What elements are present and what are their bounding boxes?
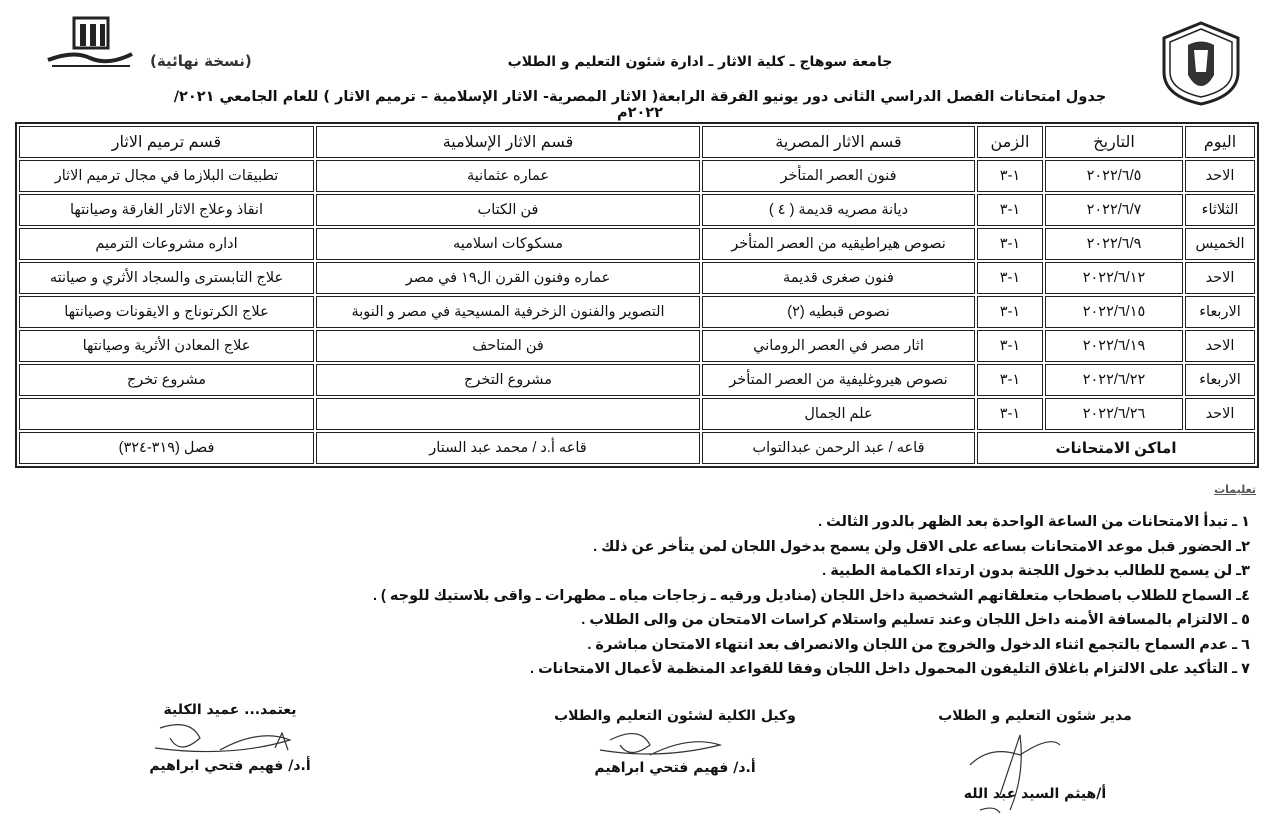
table-row: الاربعاء ٢٠٢٢/٦/٢٢ ١-٣ نصوص هيروغليفية من ا… [19, 364, 1255, 396]
cell-day: الاحد [1185, 160, 1255, 192]
signature-title: مدير شئون التعليم و الطلاب [938, 708, 1132, 724]
cell-egyptian-course: نصوص هيروغليفية من العصر المتأخر [702, 364, 975, 396]
cell-day: الاربعاء [1185, 364, 1255, 396]
cell-time: ١-٣ [977, 398, 1043, 430]
institution-header: جامعة سوهاج ـ كلية الاثار ـ ادارة شئون ا… [507, 54, 893, 70]
cell-restoration-course: علاج الكرتوناج و الايقونات وصيانتها [19, 296, 314, 328]
cell-egyptian-course: ديانة مصريه قديمة ( ٤ ) [702, 194, 975, 226]
final-version-label: (نسخة نهائية) [150, 52, 252, 70]
exam-schedule-table: اليوم التاريخ الزمن قسم الاثار المصرية ق… [15, 122, 1259, 468]
instruction-item: ٣ـ لن يسمح للطالب بدخول اللجنة بدون ارتد… [822, 563, 1250, 579]
cell-restoration-course: علاج المعادن الأثرية وصيانتها [19, 330, 314, 362]
cell-restoration-course: مشروع تخرج [19, 364, 314, 396]
cell-islamic-course: فن الكتاب [316, 194, 700, 226]
table-row: الخميس ٢٠٢٢/٦/٩ ١-٣ نصوص هيراطيقيه من العصر… [19, 228, 1255, 260]
cell-time: ١-٣ [977, 228, 1043, 260]
cell-time: ١-٣ [977, 330, 1043, 362]
cell-day: الاحد [1185, 330, 1255, 362]
table-row: الاحد ٢٠٢٢/٦/١٩ ١-٣ اثار مصر في العصر الروم… [19, 330, 1255, 362]
table-row: الاحد ٢٠٢٢/٦/٢٦ ١-٣ علم الجمال [19, 398, 1255, 430]
cell-islamic-course: مسكوكات اسلاميه [316, 228, 700, 260]
instruction-item: ٢ـ الحضور قبل موعد الامتحانات بساعه على … [593, 538, 1250, 555]
signature-title: وكيل الكلية لشئون التعليم والطلاب [554, 708, 796, 724]
table-row: الاحد ٢٠٢٢/٦/١٢ ١-٣ فنون صغرى قديمة عماره وف… [19, 262, 1255, 294]
cell-restoration-course: انقاذ وعلاج الاثار الغارقة وصيانتها [19, 194, 314, 226]
handwritten-signature-3 [154, 724, 292, 753]
instructions-list: ١ ـ تبدأ الامتحانات من الساعة الواحدة بع… [316, 510, 1256, 682]
instructions-section: تعليمات ١ ـ تبدأ الامتحانات من الساعة ال… [316, 483, 1256, 682]
cell-egyptian-course: نصوص هيراطيقيه من العصر المتأخر [702, 228, 975, 260]
location-islamic: قاعه أ.د / محمد عبد الستار [316, 432, 700, 464]
header-date: التاريخ [1045, 126, 1183, 158]
cell-day: الاحد [1185, 398, 1255, 430]
location-egyptian: قاعه / عبد الرحمن عبدالتواب [702, 432, 975, 464]
header-egyptian: قسم الاثار المصرية [702, 126, 975, 158]
cell-day: الاحد [1185, 262, 1255, 294]
cell-restoration-course [19, 398, 314, 430]
signature-block-vice-dean: وكيل الكلية لشئون التعليم والطلاب أ.د/ ف… [540, 708, 810, 776]
instruction-item: ١ ـ تبدأ الامتحانات من الساعة الواحدة بع… [818, 514, 1250, 530]
cell-islamic-course: عماره وفنون القرن ال١٩ في مصر [316, 262, 700, 294]
cell-egyptian-course: فنون العصر المتأخر [702, 160, 975, 192]
header-time: الزمن [977, 126, 1043, 158]
cell-date: ٢٠٢٢/٦/١٢ [1045, 262, 1183, 294]
cell-islamic-course [316, 398, 700, 430]
schedule-title: جدول امتحانات الفصل الدراسي الثانى دور ي… [173, 89, 1107, 121]
cell-date: ٢٠٢٢/٦/٥ [1045, 160, 1183, 192]
cell-restoration-course: علاج التابسترى والسجاد الأثري و صيانته [19, 262, 314, 294]
signature-title: يعتمد... عميد الكلية [163, 702, 297, 718]
cell-restoration-course: تطبيقات البلازما في مجال ترميم الاثار [19, 160, 314, 192]
faculty-logo [47, 16, 133, 67]
handwritten-signature-1 [969, 734, 1061, 814]
cell-islamic-course: التصوير والفنون الزخرفية المسيحية في مصر… [316, 296, 700, 328]
cell-islamic-course: فن المتاحف [316, 330, 700, 362]
cell-egyptian-course: اثار مصر في العصر الروماني [702, 330, 975, 362]
cell-egyptian-course: فنون صغرى قديمة [702, 262, 975, 294]
cell-date: ٢٠٢٢/٦/١٥ [1045, 296, 1183, 328]
cell-time: ١-٣ [977, 160, 1043, 192]
locations-row: اماكن الامتحانات قاعه / عبد الرحمن عبدال… [19, 432, 1255, 464]
cell-egyptian-course: نصوص قبطيه (٢) [702, 296, 975, 328]
instruction-item: ٦ ـ عدم السماح بالتجمع اثناء الدخول والخ… [587, 636, 1250, 653]
university-seal-logo [1162, 21, 1240, 106]
instructions-title: تعليمات [1214, 484, 1256, 496]
instruction-item: ٤ـ السماح للطلاب باصطحاب متعلقاتهم الشخص… [372, 587, 1250, 604]
cell-egyptian-course: علم الجمال [702, 398, 975, 430]
signature-block-affairs-manager: مدير شئون التعليم و الطلاب أ/هيثم السيد … [925, 708, 1145, 802]
signature-name: أ.د/ فهيم فتحي ابراهيم [594, 760, 756, 776]
handwritten-signature-2 [599, 733, 723, 756]
cell-restoration-course: اداره مشروعات الترميم [19, 228, 314, 260]
cell-day: الاربعاء [1185, 296, 1255, 328]
cell-date: ٢٠٢٢/٦/٧ [1045, 194, 1183, 226]
signature-name: أ/هيثم السيد عبد الله [963, 786, 1107, 802]
cell-islamic-course: عماره عثمانية [316, 160, 700, 192]
cell-date: ٢٠٢٢/٦/١٩ [1045, 330, 1183, 362]
cell-time: ١-٣ [977, 364, 1043, 396]
cell-time: ١-٣ [977, 296, 1043, 328]
signature-block-dean: يعتمد... عميد الكلية أ.د/ فهيم فتحي ابرا… [130, 702, 330, 774]
table-row: الاربعاء ٢٠٢٢/٦/١٥ ١-٣ نصوص قبطيه (٢) التصوي… [19, 296, 1255, 328]
cell-date: ٢٠٢٢/٦/٢٢ [1045, 364, 1183, 396]
table-row: الاحد ٢٠٢٢/٦/٥ ١-٣ فنون العصر المتأخر عماره … [19, 160, 1255, 192]
cell-day: الثلاثاء [1185, 194, 1255, 226]
header-day: اليوم [1185, 126, 1255, 158]
signature-name: أ.د/ فهيم فتحي ابراهيم [149, 758, 311, 774]
instruction-item: ٥ ـ الالتزام بالمسافة الأمنه داخل اللجان… [581, 612, 1250, 628]
locations-label: اماكن الامتحانات [977, 432, 1255, 464]
header-islamic: قسم الاثار الإسلامية [316, 126, 700, 158]
cell-islamic-course: مشروع التخرج [316, 364, 700, 396]
cell-date: ٢٠٢٢/٦/٢٦ [1045, 398, 1183, 430]
cell-time: ١-٣ [977, 194, 1043, 226]
location-restoration: فصل (٣١٩-٣٢٤) [19, 432, 314, 464]
header-restoration: قسم ترميم الاثار [19, 126, 314, 158]
table-row: الثلاثاء ٢٠٢٢/٦/٧ ١-٣ ديانة مصريه قديمة ( ٤… [19, 194, 1255, 226]
cell-date: ٢٠٢٢/٦/٩ [1045, 228, 1183, 260]
table-header-row: اليوم التاريخ الزمن قسم الاثار المصرية ق… [19, 126, 1255, 158]
cell-time: ١-٣ [977, 262, 1043, 294]
instruction-item: ٧ ـ التأكيد على الالتزام باغلاق التليفون… [530, 661, 1250, 677]
cell-day: الخميس [1185, 228, 1255, 260]
